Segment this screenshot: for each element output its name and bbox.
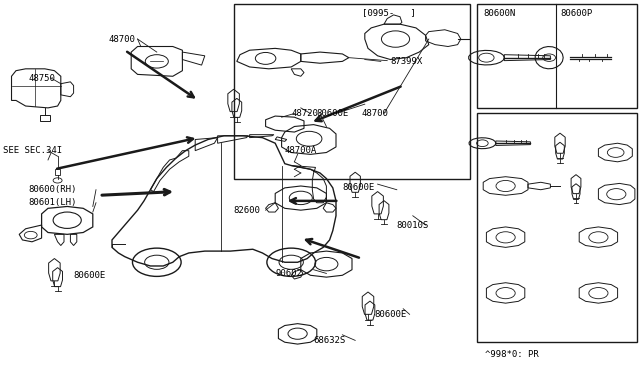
Text: 48700: 48700	[109, 35, 136, 44]
Text: 80010S: 80010S	[397, 221, 429, 230]
Text: 48750: 48750	[29, 74, 56, 83]
Text: 48700A: 48700A	[285, 146, 317, 155]
Text: 80600P: 80600P	[560, 9, 592, 17]
Text: ^998*0: PR: ^998*0: PR	[485, 350, 539, 359]
Bar	[477, 4, 637, 108]
Bar	[234, 4, 470, 179]
Text: 80600E: 80600E	[74, 271, 106, 280]
Text: SEE SEC.34I: SEE SEC.34I	[3, 146, 62, 155]
Text: 80601(LH): 80601(LH)	[29, 198, 77, 207]
Text: 48720: 48720	[291, 109, 318, 118]
Text: 48700: 48700	[362, 109, 388, 118]
Text: 80600E: 80600E	[374, 310, 406, 319]
Text: 80600N: 80600N	[483, 9, 515, 17]
Text: 87399X: 87399X	[390, 57, 422, 66]
Text: 90602: 90602	[275, 269, 302, 278]
Text: 80600E: 80600E	[342, 183, 374, 192]
Bar	[477, 113, 637, 342]
Text: 80600(RH): 80600(RH)	[29, 185, 77, 194]
Text: 82600: 82600	[234, 206, 260, 215]
Text: 80600E: 80600E	[317, 109, 349, 118]
Text: 68632S: 68632S	[314, 336, 346, 345]
Text: [0995-   ]: [0995- ]	[362, 9, 415, 17]
